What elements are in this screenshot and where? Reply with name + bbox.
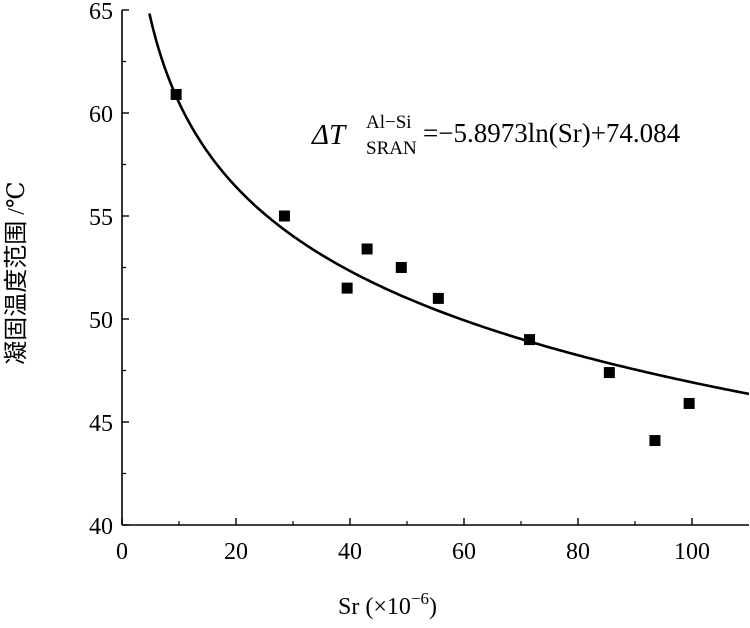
data-point-2 (341, 282, 353, 294)
data-point-6 (524, 334, 536, 346)
x-tick-label-100: 100 (674, 539, 710, 565)
x-axis-title-main: Sr (338, 594, 359, 620)
x-tick-label-20: 20 (224, 539, 248, 565)
equation-superscript: Al−Si (366, 112, 412, 133)
y-tick-label-50: 50 (89, 308, 113, 334)
x-axis-title-exp: −6 (411, 589, 429, 608)
y-tick-label-40: 40 (89, 514, 113, 540)
x-tick-label-0: 0 (116, 539, 128, 565)
x-axis-title: Sr (×10−6) (338, 589, 437, 620)
data-point-7 (603, 367, 615, 379)
y-axis-title: 凝固温度范围 /℃ (3, 181, 30, 365)
ticks: 0 20 40 60 80 100 40 45 50 55 60 65 (89, 0, 710, 565)
equation-rhs: =−5.8973ln(Sr)+74.084 (423, 118, 681, 148)
x-axis-title-base: ×10 (373, 594, 411, 620)
x-axis-title-open: ( (359, 594, 373, 620)
x-tick-label-80: 80 (566, 539, 590, 565)
y-tick-label-55: 55 (89, 205, 113, 231)
equation-subscript: SRAN (366, 138, 417, 159)
y-tick-label-60: 60 (89, 102, 113, 128)
y-tick-label-45: 45 (89, 411, 113, 437)
data-point-5 (432, 292, 444, 304)
fit-curve-layer (148, 13, 750, 396)
equation-variable: T (329, 119, 347, 151)
data-point-4 (395, 262, 407, 273)
fit-curve (148, 13, 750, 396)
y-tick-label-65: 65 (89, 0, 113, 25)
data-point-1 (278, 210, 290, 222)
x-tick-label-60: 60 (452, 539, 476, 565)
x-tick-label-40: 40 (338, 539, 362, 565)
data-point-8 (649, 435, 661, 447)
data-point-3 (361, 243, 373, 255)
data-point-0 (170, 88, 182, 100)
equation-delta: Δ (311, 119, 329, 151)
data-points (170, 88, 695, 447)
equation-annotation: ΔT (311, 119, 347, 151)
x-axis-title-close: ) (429, 594, 437, 620)
data-point-9 (683, 397, 695, 409)
axes (121, 10, 749, 526)
